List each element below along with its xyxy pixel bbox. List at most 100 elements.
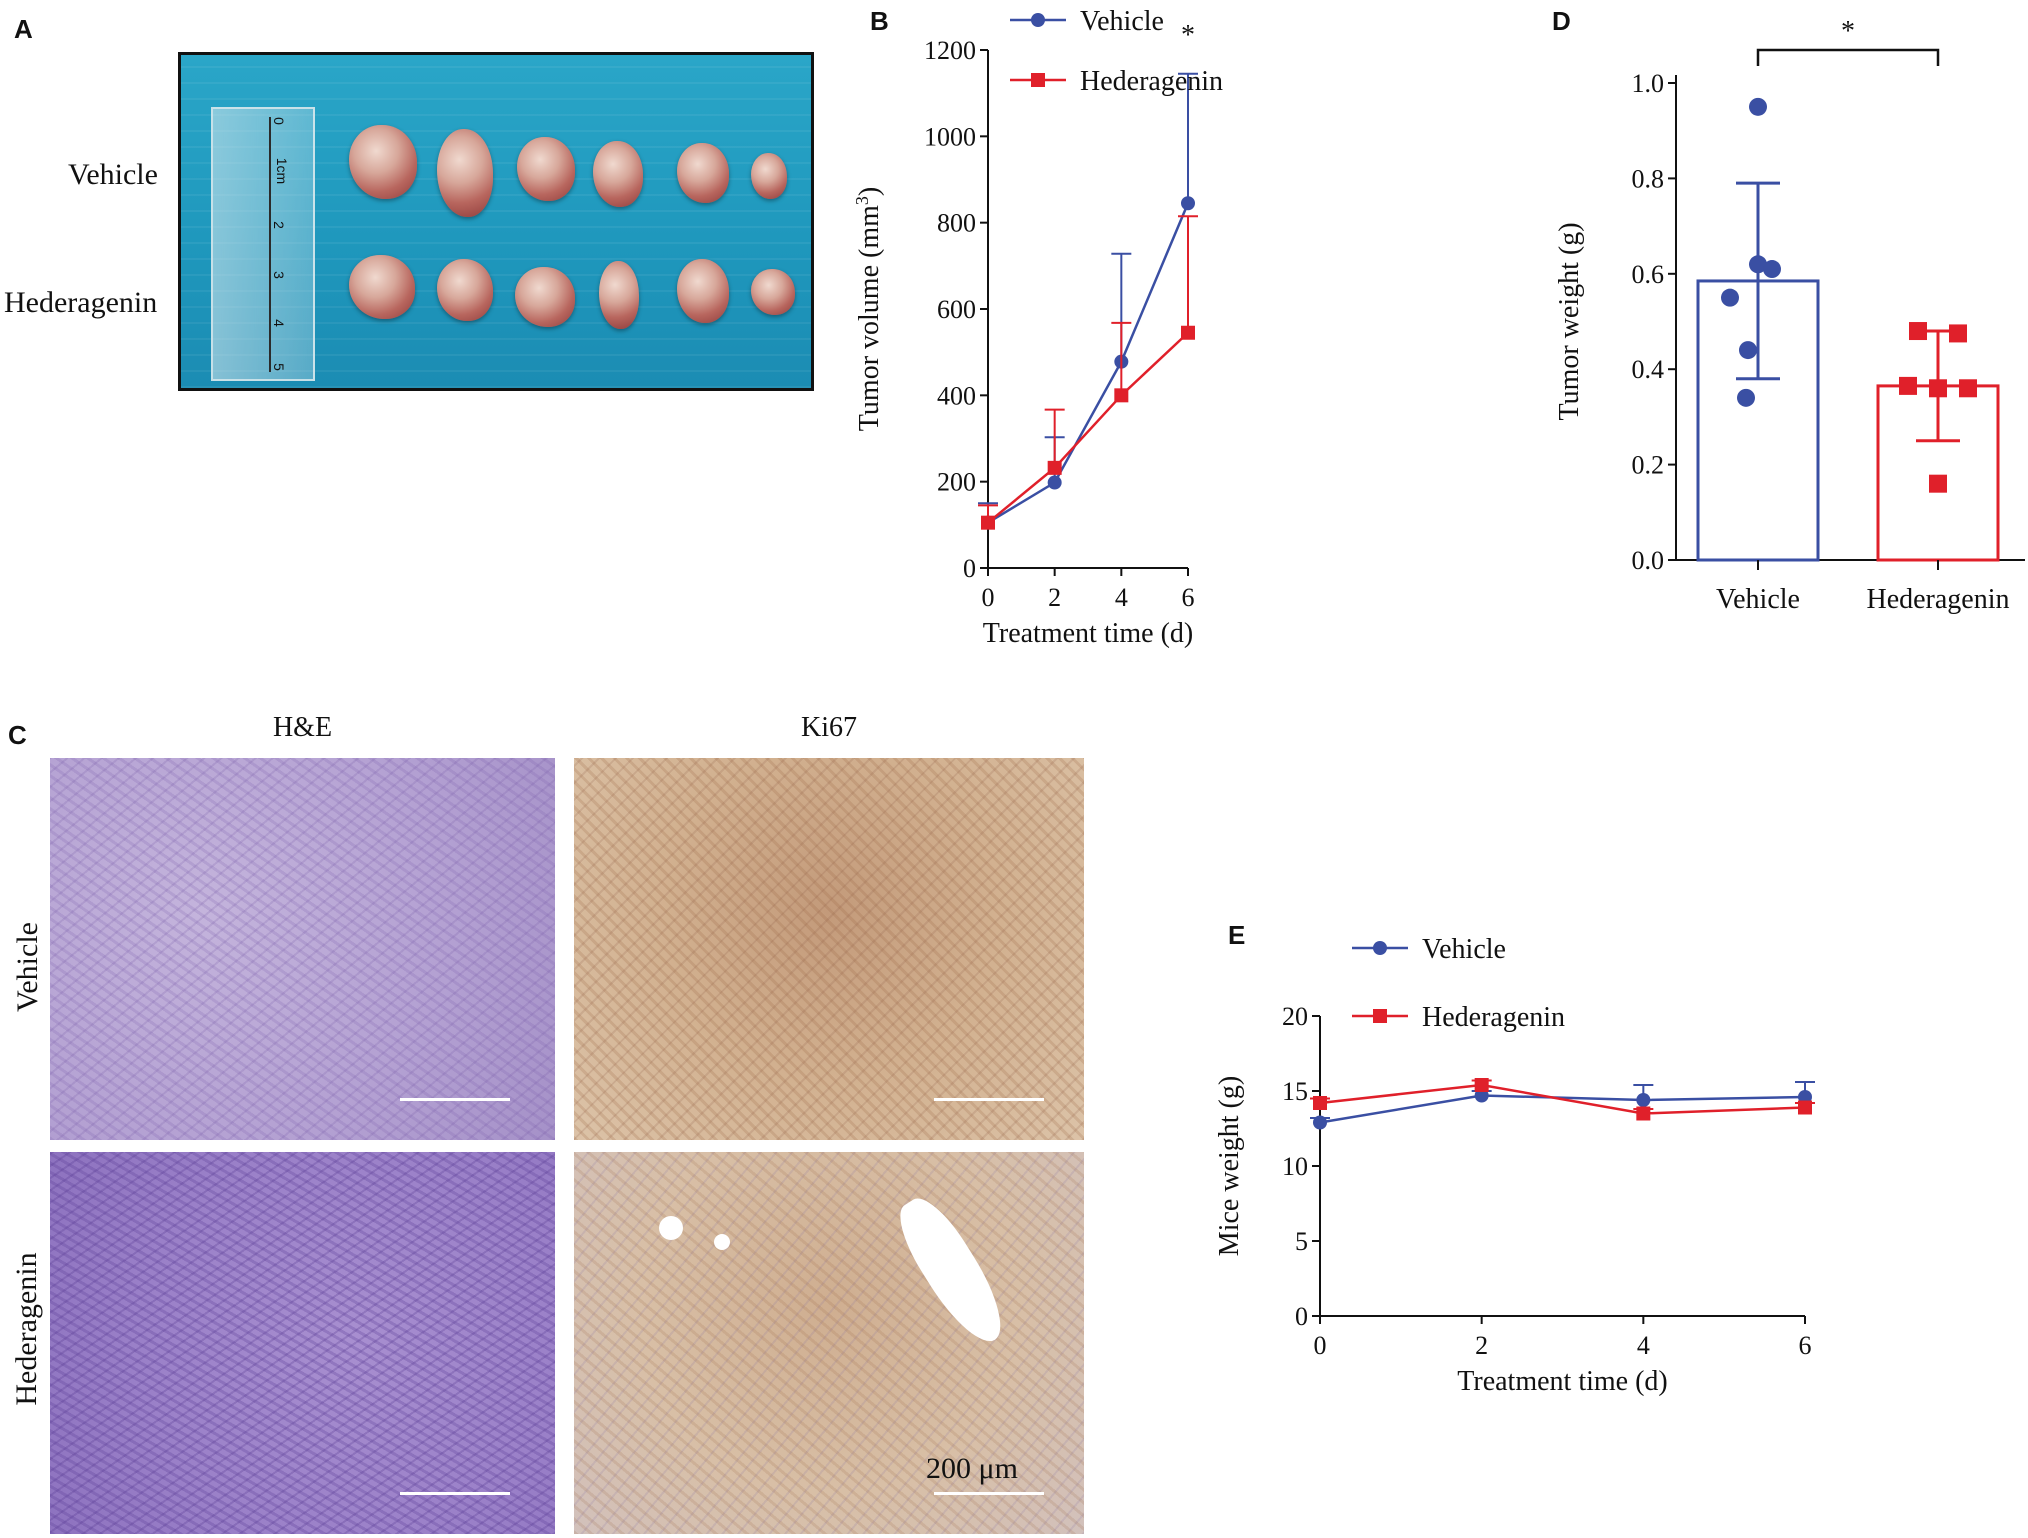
- legend-marker: [1373, 941, 1387, 955]
- data-point: [1181, 325, 1195, 340]
- panel-letter-d: D: [1552, 6, 1571, 36]
- data-point: [1739, 341, 1757, 360]
- significance-bracket: [1756, 48, 1940, 66]
- ruler-mark-1: 1cm: [274, 157, 291, 185]
- vessel-lumen-small: [659, 1216, 683, 1240]
- data-point: [1721, 288, 1739, 307]
- y-tick-label: 0.6: [1632, 260, 1665, 289]
- series-line: [987, 331, 1189, 524]
- y-tick-label: 10: [1282, 1152, 1308, 1181]
- y-tick-label: 1000: [924, 122, 976, 151]
- histology-ki67-vehicle: [574, 758, 1084, 1140]
- y-tick-label: 1200: [924, 36, 976, 65]
- tumor-vehicle-6: [751, 153, 787, 199]
- y-tick-label: 1.0: [1632, 69, 1665, 98]
- x-tick-label: Hederagenin: [1866, 584, 2009, 615]
- data-point: [1909, 322, 1927, 341]
- data-point: [1636, 1093, 1651, 1107]
- y-tick-label: 0: [963, 554, 976, 583]
- y-axis-label: Mice weight (g): [1214, 1076, 1245, 1256]
- y-axis-label: Tumor weight (g): [1554, 222, 1585, 420]
- tumor-vehicle-3: [517, 137, 575, 201]
- data-point: [1737, 388, 1755, 407]
- data-point: [1749, 97, 1767, 116]
- x-axis-label: Treatment time (d): [1457, 1366, 1667, 1397]
- tumor-hederagenin-5: [677, 259, 729, 323]
- vessel-lumen: [887, 1188, 1017, 1354]
- y-tick-label: 0: [1295, 1302, 1308, 1331]
- ruler-mark-4: 4: [270, 319, 287, 327]
- legend-label: Hederagenin: [1080, 66, 1223, 97]
- series-line: [1319, 1083, 1806, 1115]
- panel-letter-e: E: [1228, 920, 1246, 950]
- legend-marker: [1031, 13, 1045, 27]
- histology-he-vehicle: [50, 758, 555, 1140]
- x-tick-label: 6: [1799, 1331, 1812, 1360]
- series-line: [1319, 1094, 1806, 1124]
- x-tick-label: 4: [1115, 583, 1128, 612]
- legend-marker: [1031, 73, 1045, 87]
- tumor-hederagenin-1: [349, 255, 415, 319]
- vessel-lumen-small: [714, 1234, 730, 1250]
- x-tick-label: 0: [1314, 1331, 1327, 1360]
- y-tick-label: 600: [937, 295, 976, 324]
- data-point: [1114, 388, 1129, 403]
- y-tick-label: 800: [937, 209, 976, 238]
- data-point: [1313, 1096, 1327, 1110]
- y-axis-label: Tumor volume (mm3): [852, 187, 885, 431]
- histology-ki67-hederagenin: 200 μm: [574, 1152, 1084, 1534]
- data-point: [1959, 379, 1977, 398]
- y-tick-label: 5: [1295, 1227, 1308, 1256]
- y-tick-label: 0.2: [1632, 451, 1665, 480]
- scale-bar: [400, 1492, 510, 1495]
- series-line: [987, 202, 1190, 524]
- data-point: [1949, 324, 1967, 343]
- legend-label: Hederagenin: [1422, 1002, 1565, 1033]
- scale-bar: [400, 1098, 510, 1101]
- significance-marker: *: [1181, 20, 1195, 51]
- x-axis-label: Treatment time (d): [983, 618, 1193, 649]
- tumor-hederagenin-6: [751, 269, 795, 315]
- ruler-mark-3: 3: [270, 271, 287, 279]
- data-point: [1313, 1115, 1327, 1130]
- x-tick-label: 6: [1182, 583, 1195, 612]
- mice-weight-chart: 0 5 10 15 20 0 2 4 6 Treatment time (d) Mice weigh…: [1214, 934, 1815, 1397]
- panel-c-title-ki67: Ki67: [801, 712, 857, 743]
- data-point: [1798, 1100, 1812, 1115]
- y-tick-label: 0.0: [1632, 546, 1665, 575]
- x-tick-label: Vehicle: [1716, 584, 1800, 615]
- legend-label: Vehicle: [1422, 934, 1506, 965]
- tumor-hederagenin-2: [437, 259, 493, 321]
- tumor-volume-chart: 0 200 400 600 800 1000 1200 0 2 4 6 Treatment time …: [852, 6, 1223, 649]
- panel-a-row-label-vehicle: Vehicle: [68, 158, 158, 191]
- data-point: [1749, 255, 1767, 274]
- scale-bar: [934, 1098, 1044, 1101]
- ruler-mark-5: 5: [270, 363, 287, 371]
- tumor-photo: 0 1cm 2 3 4 5: [178, 52, 814, 391]
- tumor-weight-chart: 0.0 0.2 0.4 0.6 0.8 1.0 Tumor weight (g) Vehicl…: [1554, 16, 2025, 615]
- histology-he-hederagenin: [50, 1152, 555, 1534]
- data-point: [1047, 475, 1062, 490]
- ruler: 0 1cm 2 3 4 5: [211, 107, 315, 381]
- y-tick-label: 0.8: [1632, 164, 1665, 193]
- data-point: [1899, 376, 1917, 395]
- significance-marker: *: [1841, 16, 1855, 47]
- panel-c-row-label-hederagenin: Hederagenin: [10, 1252, 43, 1406]
- data-point: [1929, 379, 1947, 398]
- data-point: [1763, 260, 1781, 279]
- legend-label: Vehicle: [1080, 6, 1164, 37]
- tumor-vehicle-1: [349, 125, 417, 199]
- tumor-vehicle-2: [437, 129, 493, 217]
- tumor-vehicle-4: [593, 141, 643, 207]
- panel-c-title-he: H&E: [272, 712, 333, 743]
- y-tick-label: 15: [1282, 1077, 1308, 1106]
- y-tick-label: 200: [937, 468, 976, 497]
- y-tick-label: 20: [1282, 1002, 1308, 1031]
- x-tick-label: 2: [1475, 1331, 1488, 1360]
- legend-marker: [1373, 1009, 1387, 1023]
- ruler-mark-2: 2: [270, 221, 287, 229]
- panel-letter-b: B: [870, 6, 889, 36]
- ruler-mark-0: 0: [270, 117, 287, 125]
- panel-letter-a: A: [14, 14, 33, 44]
- panel-a-row-label-hederagenin: Hederagenin: [4, 286, 158, 319]
